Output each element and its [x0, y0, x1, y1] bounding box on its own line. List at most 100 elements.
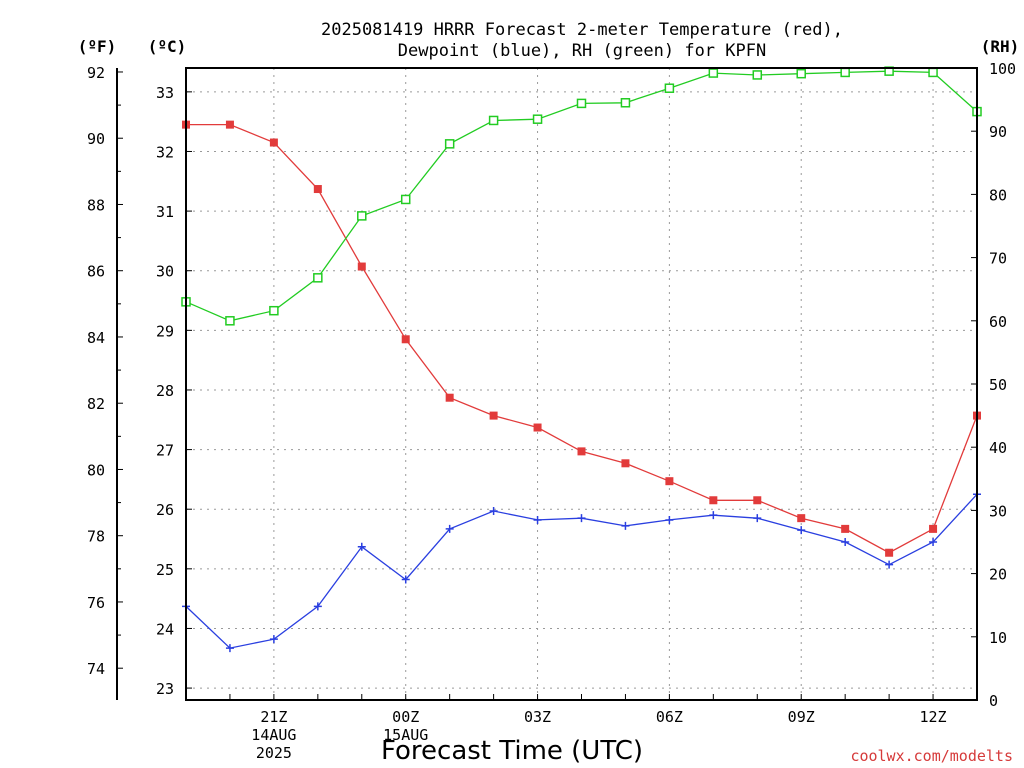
dewpoint-point	[665, 515, 674, 524]
rh-point	[225, 316, 235, 326]
rh-point	[444, 139, 455, 149]
celsius-tick-label: 23	[156, 680, 174, 698]
credit-label: coolwx.com/modelts	[850, 747, 1013, 765]
x-tick-label: 15AUG	[383, 726, 428, 744]
rh-tick-label: 70	[989, 250, 1007, 268]
celsius-tick-label: 33	[156, 84, 174, 102]
temperature-point	[357, 262, 366, 271]
temperature-series-line	[186, 123, 978, 554]
rh-tick-label: 40	[989, 439, 1007, 457]
dewpoint-point	[225, 644, 234, 653]
dewpoint-point	[841, 538, 850, 546]
celsius-tick-label: 31	[156, 203, 174, 221]
fahrenheit-tick-label: 82	[87, 395, 105, 413]
dewpoint-point	[269, 635, 278, 644]
temperature-point	[269, 138, 278, 147]
dewpoint-point	[357, 542, 366, 551]
x-tick-label: 06Z	[656, 708, 683, 726]
rh-point	[269, 305, 279, 316]
rh-point	[313, 273, 323, 283]
rh-tick-label: 100	[989, 60, 1016, 78]
dewpoint-point	[313, 602, 322, 611]
temperature-point	[709, 496, 718, 505]
rh-tick-label: 30	[989, 502, 1007, 520]
temperature-point	[577, 447, 586, 456]
x-tick-label: 12Z	[920, 708, 947, 726]
fahrenheit-tick-label: 78	[87, 528, 105, 546]
celsius-unit-label: (ºC)	[148, 37, 187, 56]
dewpoint-point	[709, 511, 718, 520]
temperature-point	[401, 335, 410, 344]
x-tick-label: 03Z	[524, 708, 551, 726]
temperature-point	[797, 514, 806, 523]
title-line-1: 2025081419 HRRR Forecast 2-meter Tempera…	[321, 20, 843, 40]
temperature-point	[533, 423, 542, 432]
temperature-point	[621, 459, 630, 468]
x-tick-label: 2025	[256, 744, 292, 762]
rh-unit-label: (RH)	[981, 37, 1020, 56]
dewpoint-point	[753, 514, 762, 523]
celsius-tick-label: 32	[156, 143, 174, 161]
rh-series-line	[185, 70, 978, 322]
rh-point	[708, 68, 719, 78]
celsius-tick-label: 28	[156, 382, 174, 400]
rh-point	[840, 67, 850, 78]
rh-tick-label: 50	[989, 376, 1007, 394]
rh-tick-label: 80	[989, 186, 1007, 204]
rh-tick-label: 10	[989, 629, 1007, 647]
series-layer	[181, 66, 982, 653]
fahrenheit-tick-label: 90	[87, 130, 105, 148]
chart-title: 2025081419 HRRR Forecast 2-meter Tempera…	[321, 20, 843, 61]
fahrenheit-tick-label: 92	[87, 64, 105, 82]
fahrenheit-tick-label: 80	[87, 461, 105, 479]
fahrenheit-tick-label: 84	[87, 329, 105, 347]
temperature-point	[489, 411, 498, 420]
dewpoint-point	[577, 514, 586, 523]
fahrenheit-tick-label: 76	[87, 594, 105, 612]
rh-point	[576, 98, 587, 109]
plot-frame	[185, 67, 978, 701]
fahrenheit-tick-label: 74	[87, 660, 105, 678]
rh-point	[532, 114, 543, 124]
celsius-axis: 23 24 25 26 27 28 29 30 31 32 33	[156, 84, 192, 698]
dewpoint-point	[489, 506, 498, 515]
rh-point	[400, 194, 411, 205]
fahrenheit-tick-label: 86	[87, 263, 105, 281]
x-tick-label: 14AUG	[251, 726, 296, 744]
temperature-point	[665, 477, 674, 486]
dewpoint-point	[401, 575, 410, 584]
title-line-2: Dewpoint (blue), RH (green) for KPFN	[398, 41, 766, 61]
rh-point	[488, 115, 499, 126]
celsius-tick-label: 25	[156, 561, 174, 579]
rh-point	[796, 68, 806, 79]
dewpoint-point	[621, 521, 630, 530]
rh-point	[928, 67, 938, 78]
temperature-point	[445, 393, 454, 402]
rh-point	[620, 98, 631, 108]
x-tick-label: 00Z	[392, 708, 419, 726]
celsius-tick-label: 30	[156, 263, 174, 281]
rh-point	[664, 83, 675, 93]
fahrenheit-unit-label: (ºF)	[78, 37, 117, 56]
celsius-tick-label: 26	[156, 501, 174, 519]
rh-tick-label: 20	[989, 566, 1007, 584]
rh-tick-label: 60	[989, 313, 1007, 331]
x-tick-label: 09Z	[788, 708, 815, 726]
temperature-point	[313, 185, 322, 194]
celsius-tick-label: 27	[156, 442, 174, 460]
celsius-tick-label: 24	[156, 620, 174, 638]
dewpoint-point	[797, 526, 806, 535]
dewpoint-point	[885, 560, 894, 569]
temperature-point	[225, 120, 234, 129]
temperature-point	[929, 524, 938, 533]
temperature-point	[885, 548, 894, 557]
dewpoint-point	[445, 524, 454, 533]
dewpoint-point	[533, 515, 542, 524]
x-axis-title: Forecast Time (UTC)	[381, 736, 643, 766]
dewpoint-point	[929, 538, 938, 546]
grid-lines	[186, 68, 977, 700]
rh-point	[752, 70, 763, 80]
temperature-point	[753, 496, 762, 505]
